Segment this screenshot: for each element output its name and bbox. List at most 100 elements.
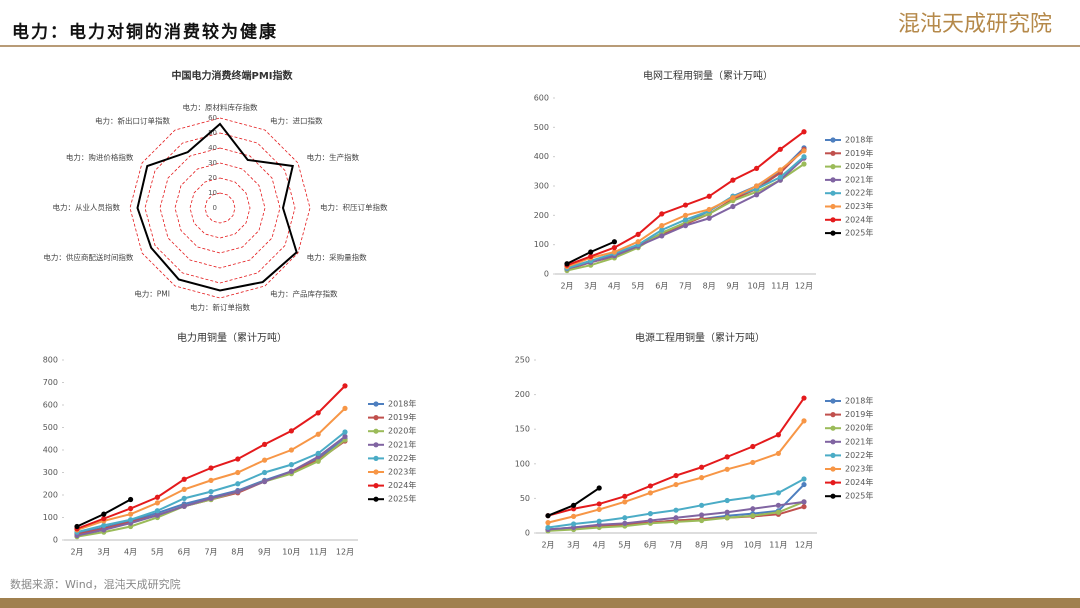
- legend-marker: [373, 469, 379, 475]
- axis-label: 电力：从业人员指数: [53, 202, 121, 212]
- legend-label: 2019年: [845, 148, 873, 158]
- axis-label: 电力：新订单指数: [190, 302, 250, 312]
- r-tick-label: 0: [213, 204, 217, 212]
- point: [659, 211, 665, 217]
- point: [730, 195, 736, 201]
- legend-label: 2024年: [845, 214, 873, 224]
- point: [288, 447, 294, 453]
- series-line: [76, 437, 346, 535]
- point: [682, 202, 689, 208]
- point: [342, 433, 348, 440]
- point: [342, 405, 348, 411]
- point: [235, 469, 241, 476]
- series-line: [76, 435, 346, 537]
- point: [181, 476, 187, 482]
- point: [777, 167, 783, 173]
- point: [622, 515, 628, 521]
- legend-label: 2020年: [388, 426, 416, 436]
- legend-marker: [830, 452, 836, 458]
- x-tick-label: 3月: [584, 282, 597, 291]
- point: [128, 505, 134, 512]
- point: [545, 513, 551, 519]
- y-tick-label: 800: [43, 356, 58, 365]
- point: [699, 464, 705, 470]
- y-tick-label: 500: [43, 423, 58, 432]
- legend-marker: [373, 401, 379, 407]
- legend-marker: [830, 493, 836, 499]
- chart-title: 电网工程用铜量（累计万吨）: [643, 69, 773, 82]
- point: [235, 481, 241, 487]
- point: [342, 383, 348, 389]
- x-tick-label: 4月: [608, 282, 621, 291]
- point: [262, 457, 268, 463]
- point: [596, 501, 602, 507]
- point: [315, 450, 321, 456]
- point: [706, 215, 712, 221]
- x-tick-label: 5月: [618, 541, 631, 550]
- legend-label: 2019年: [845, 409, 873, 419]
- point: [647, 517, 654, 524]
- point: [181, 495, 187, 501]
- x-tick-label: 12月: [795, 282, 813, 291]
- legend-marker: [373, 483, 379, 489]
- point: [288, 468, 294, 474]
- point: [801, 481, 807, 488]
- point: [315, 431, 321, 437]
- point: [235, 456, 241, 462]
- point: [635, 231, 641, 237]
- x-tick-label: 10月: [744, 541, 762, 550]
- series-line: [76, 440, 346, 536]
- point: [622, 520, 628, 526]
- axis-label: 电力：采购量指数: [307, 252, 367, 262]
- x-tick-label: 3月: [97, 548, 110, 557]
- point: [673, 519, 679, 525]
- y-tick-label: 0: [544, 270, 549, 279]
- point: [588, 253, 594, 259]
- point: [596, 506, 602, 513]
- point: [101, 522, 107, 528]
- legend-marker: [830, 398, 836, 404]
- point: [801, 129, 807, 135]
- point: [724, 454, 730, 460]
- legend-label: 2023年: [845, 464, 873, 474]
- point: [730, 203, 736, 210]
- point: [801, 148, 807, 154]
- series-line: [566, 150, 805, 268]
- point: [622, 499, 628, 505]
- point: [699, 475, 705, 481]
- x-tick-label: 3月: [567, 541, 580, 550]
- point: [208, 489, 214, 495]
- point: [564, 261, 570, 267]
- legend-marker: [830, 190, 836, 196]
- point: [750, 494, 756, 500]
- point: [730, 177, 736, 183]
- x-tick-label: 4月: [124, 548, 137, 557]
- point: [724, 497, 730, 504]
- y-tick-label: 300: [43, 468, 58, 477]
- y-tick-label: 250: [515, 356, 530, 365]
- x-tick-label: 7月: [669, 541, 682, 550]
- point: [571, 521, 577, 527]
- point: [699, 517, 705, 524]
- legend-label: 2022年: [845, 188, 873, 198]
- y-tick-label: 600: [43, 401, 58, 410]
- x-tick-label: 6月: [644, 541, 657, 550]
- legend-label: 2018年: [388, 399, 416, 409]
- legend-marker: [373, 496, 379, 502]
- point: [775, 450, 782, 457]
- y-tick-label: 150: [515, 425, 530, 434]
- point: [622, 493, 628, 499]
- legend-marker: [830, 480, 836, 486]
- point: [647, 483, 654, 489]
- axis-label: 电力：购进价格指数: [66, 152, 134, 162]
- r-tick-label: 20: [208, 174, 217, 182]
- axis-label: 电力：积压订单指数: [320, 202, 388, 212]
- point: [545, 524, 551, 531]
- point: [571, 502, 577, 508]
- chart-title: 电力用铜量（累计万吨）: [177, 331, 287, 344]
- point: [181, 486, 187, 492]
- point: [801, 395, 807, 401]
- axis-label: 电力：供应商配送时间指数: [43, 252, 133, 262]
- legend-marker: [830, 466, 836, 472]
